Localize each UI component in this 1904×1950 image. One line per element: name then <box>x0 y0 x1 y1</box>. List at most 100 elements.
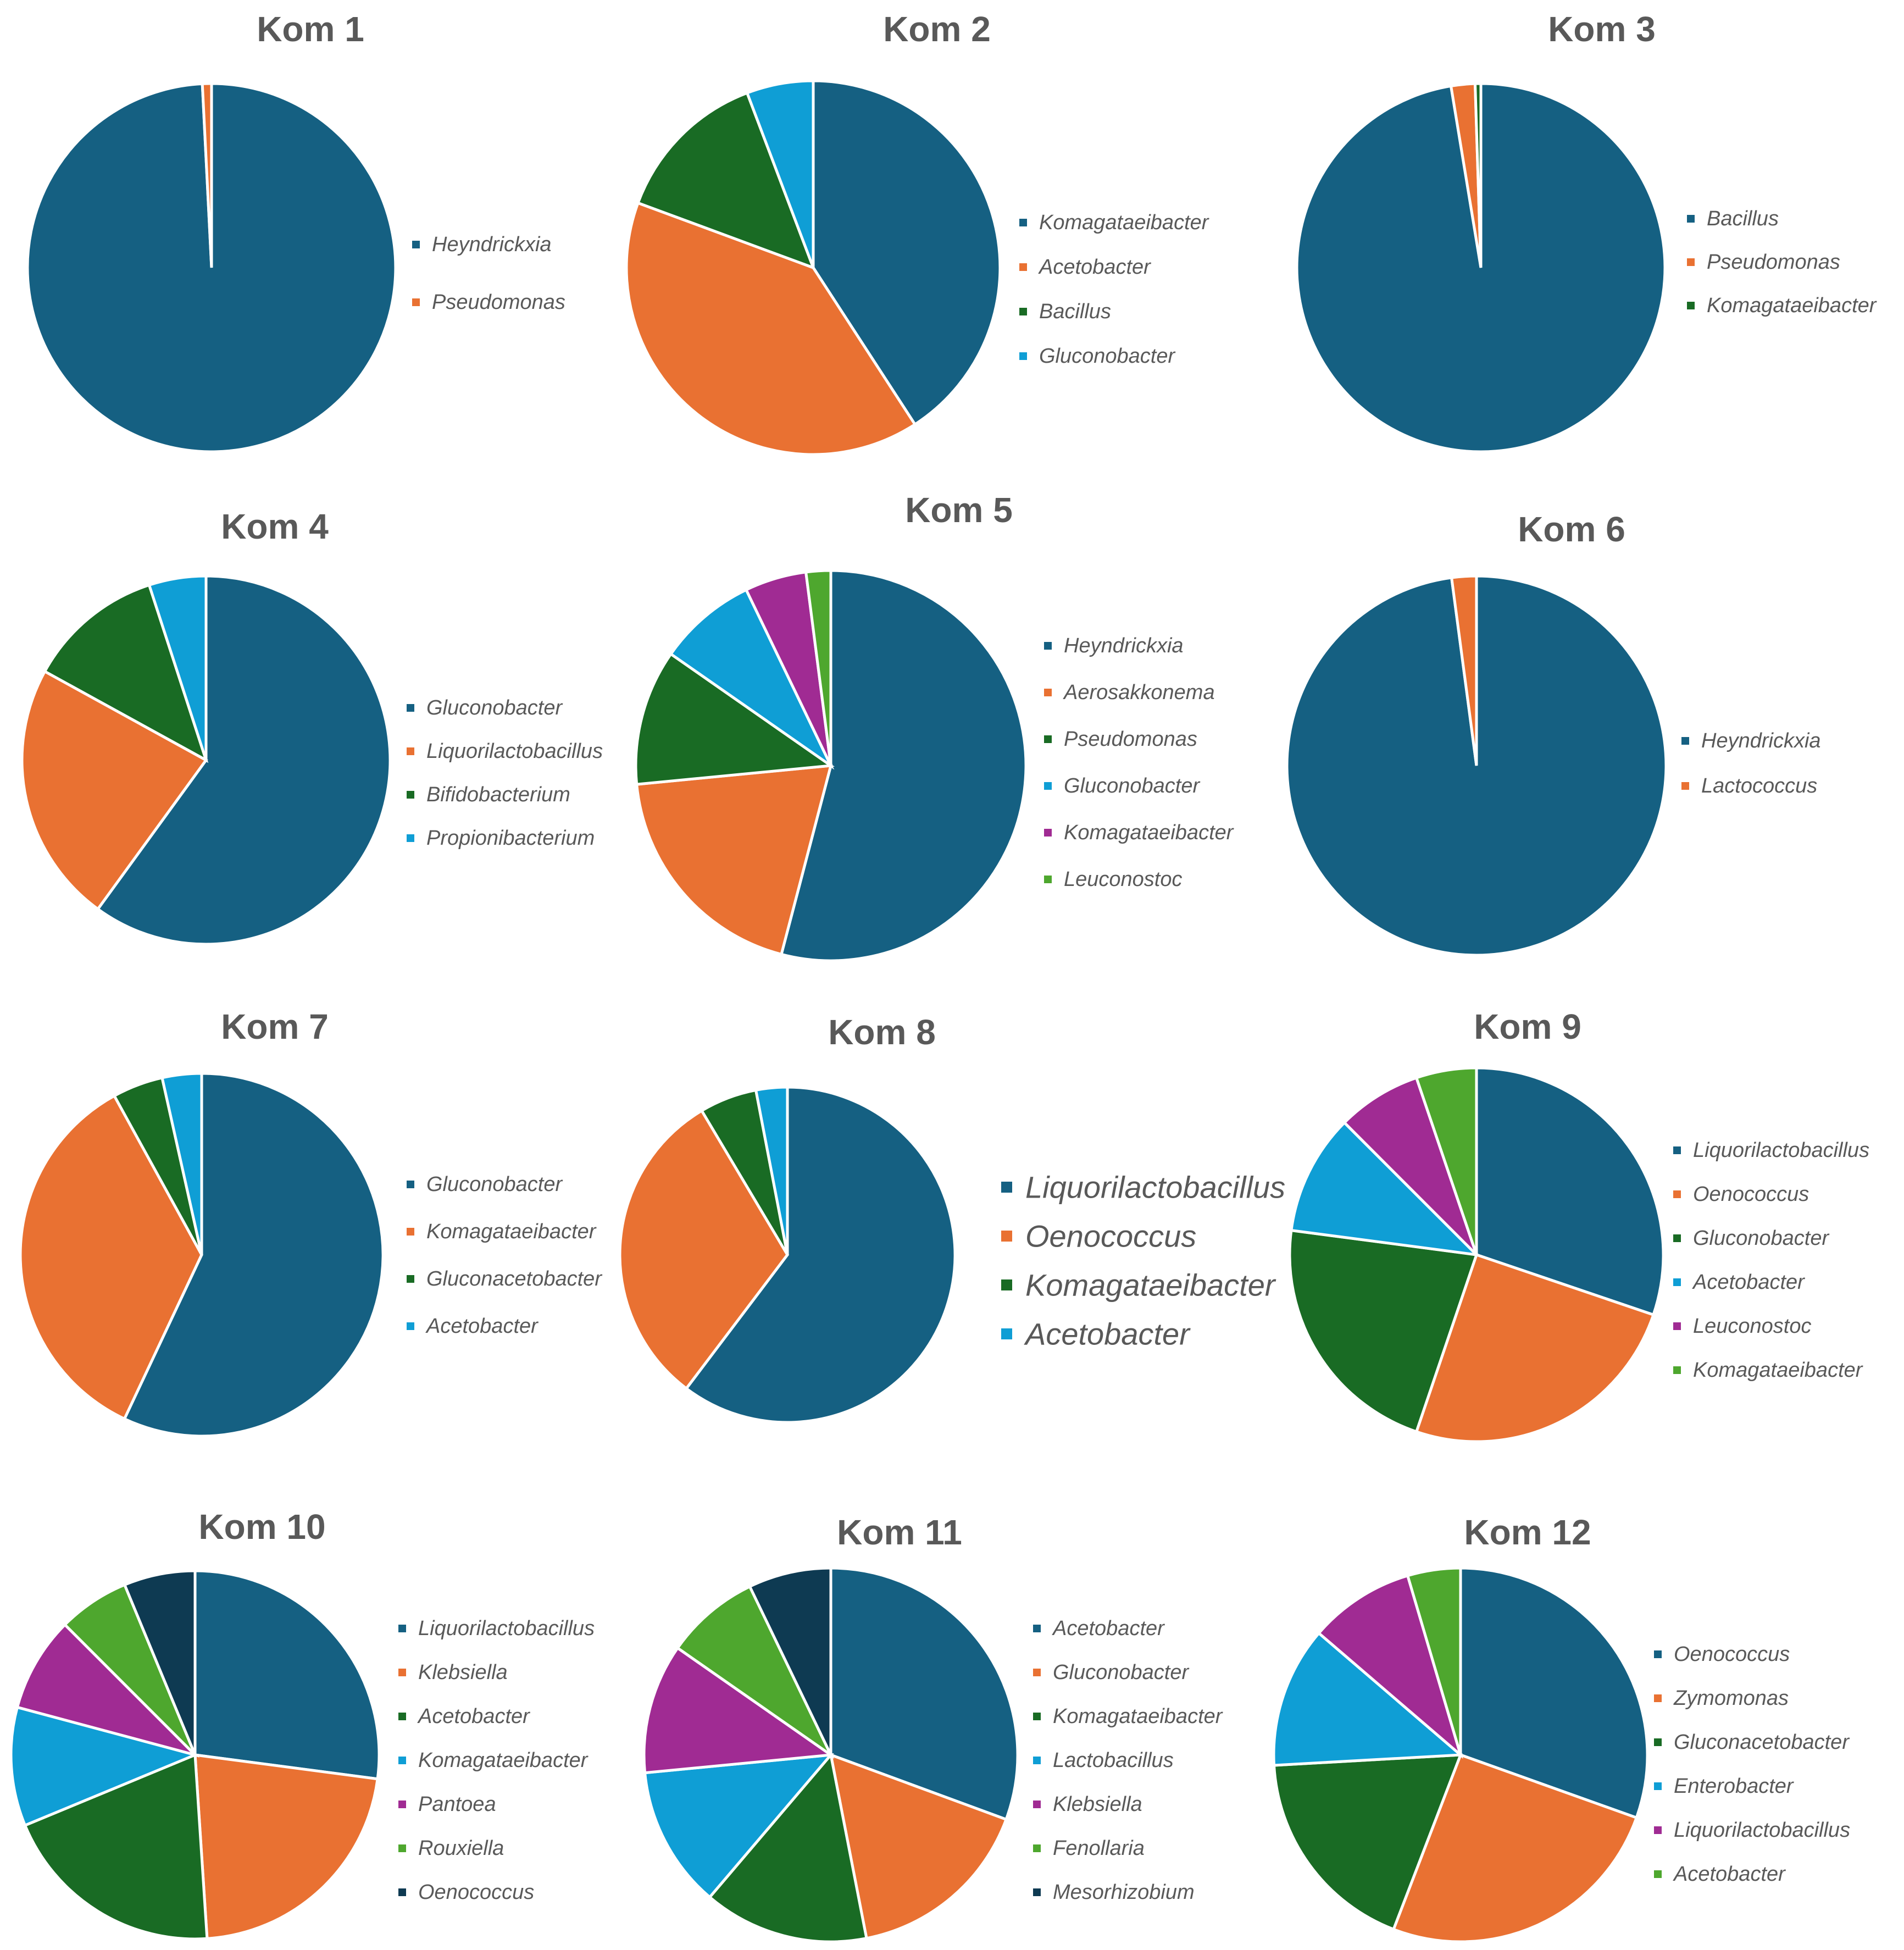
pie-slice-pseudomonas <box>634 652 835 786</box>
legend-marker <box>398 1888 406 1896</box>
legend-label: Fenollaria <box>1053 1837 1145 1860</box>
legend-label: Liquorilactobacillus <box>1025 1170 1285 1205</box>
chart-title: Kom 3 <box>1548 9 1656 49</box>
pie-slice-acetobacter <box>625 201 917 456</box>
legend-label: Acetobacter <box>1038 256 1151 279</box>
pie-slice-oenococcus <box>618 1109 790 1391</box>
legend-marker <box>407 1181 414 1188</box>
legend-marker <box>1044 642 1052 650</box>
legend-marker <box>412 298 420 306</box>
legend-label: Komagataeibacter <box>1039 211 1209 234</box>
legend-marker <box>1044 829 1052 836</box>
chart-title: Kom 9 <box>1474 1007 1581 1046</box>
legend-marker <box>398 1669 406 1676</box>
legend-marker <box>1019 352 1027 360</box>
chart-title: Kom 8 <box>828 1012 936 1052</box>
legend-label: Oenococcus <box>1674 1643 1790 1666</box>
legend-marker <box>1673 1190 1681 1198</box>
legend: Heyndrickxia Lactococcus <box>1681 729 1821 797</box>
legend-label: Acetobacter <box>1024 1317 1191 1351</box>
legend-label: Komagataeibacter <box>418 1749 589 1772</box>
legend-label: Pseudomonas <box>1707 251 1840 274</box>
pie-slice-leuconostoc <box>804 569 832 766</box>
pie-slice-mesorhizobium <box>748 1566 832 1756</box>
legend-label: Komagataeibacter <box>1053 1705 1223 1728</box>
legend-label: Leuconostoc <box>1693 1315 1812 1338</box>
pie-chart-kom-6: Kom 6 Heyndrickxia Lactococcus <box>1285 509 1821 957</box>
legend-label: Gluconobacter <box>426 696 563 719</box>
pie-slice-acetobacter <box>1290 1121 1480 1257</box>
legend-marker <box>1044 876 1052 883</box>
legend-marker <box>1019 263 1027 271</box>
legend-marker <box>1673 1366 1681 1374</box>
pie-slice-liquorilactobacillus <box>1475 1066 1665 1317</box>
legend-label: Acetobacter <box>1673 1863 1786 1886</box>
pie-slice-oenococcus <box>1414 1253 1656 1443</box>
legend: Bacillus Pseudomonas Komagataeibacter <box>1687 207 1877 317</box>
pie-slice-heyndrickxia <box>779 569 1028 962</box>
pie-slice-komagataeibacter <box>1473 82 1483 268</box>
pie-slice-oenococcus <box>123 1569 197 1755</box>
legend-marker <box>1033 1801 1041 1808</box>
legend-label: Klebsiella <box>1053 1793 1142 1816</box>
legend-label: Leuconostoc <box>1064 868 1183 891</box>
legend-label: Komagataeibacter <box>1707 294 1877 317</box>
pie-chart-kom-3: Kom 3 Bacillus Pseudomonas Komagataeibacter <box>1295 9 1877 453</box>
legend-marker <box>1654 1870 1662 1878</box>
chart-title: Kom 12 <box>1464 1513 1591 1552</box>
pie-slice-lactococcus <box>1450 574 1478 766</box>
legend-marker <box>1687 258 1695 266</box>
legend-label: Acetobacter <box>425 1315 539 1338</box>
legend-marker <box>1673 1146 1681 1154</box>
legend-label: Komagataeibacter <box>1064 821 1234 844</box>
legend: Liquorilactobacillus Oenococcus Komagataei… <box>1001 1170 1285 1351</box>
legend-marker <box>398 1713 406 1720</box>
legend-label: Pseudomonas <box>1064 728 1197 751</box>
legend: Gluconobacter Komagataeibacter Gluconaceto… <box>407 1173 602 1338</box>
legend-label: Acetobacter <box>1052 1617 1165 1640</box>
legend-marker <box>407 1322 414 1330</box>
pie-slice-acetobacter <box>23 1753 209 1941</box>
legend-label: Bifidobacterium <box>426 783 570 806</box>
pie-slice-liquorilactobacillus <box>193 1569 381 1781</box>
pie-chart-kom-12: Kom 12 Oenococcus Zymomonas Gluconacetobact… <box>1272 1513 1850 1943</box>
pie-chart-kom-4: Kom 4 Gluconobacter Liquorilactobacillus Bi… <box>20 507 603 946</box>
legend-label: Gluconobacter <box>1693 1227 1829 1250</box>
pie-slice-fenollaria <box>675 1585 835 1759</box>
legend-label: Gluconacetobacter <box>1674 1731 1850 1754</box>
legend-label: Komagataeibacter <box>426 1220 597 1243</box>
pie-chart-kom-10: Kom 10 Liquorilactobacillus Klebsiella Acet… <box>9 1507 595 1941</box>
legend-marker <box>1654 1650 1662 1658</box>
legend-marker <box>1033 1888 1041 1896</box>
pie-slice-komagataeibacter <box>708 1752 868 1943</box>
legend-marker <box>1033 1757 1041 1764</box>
pie-slice-komagataeibacter <box>19 1094 203 1421</box>
legend-label: Acetobacter <box>1692 1271 1805 1294</box>
legend-marker <box>1033 1625 1041 1632</box>
pie-slice-rouxiella <box>63 1583 197 1756</box>
pie-chart-kom-8: Kom 8 Liquorilactobacillus Oenococcus Komag… <box>618 1012 1285 1424</box>
legend-label: Acetobacter <box>417 1705 530 1728</box>
pie-slice-acetobacter <box>160 1072 203 1255</box>
legend-label: Zymomonas <box>1673 1687 1789 1710</box>
legend-marker <box>407 1228 414 1236</box>
legend-marker <box>1044 689 1052 696</box>
legend-marker <box>407 704 414 712</box>
legend-marker <box>1654 1738 1662 1746</box>
pie-slice-aerosakkonema <box>635 764 833 956</box>
legend-label: Pantoea <box>418 1793 496 1816</box>
legend-label: Gluconacetobacter <box>426 1267 602 1290</box>
legend-label: Klebsiella <box>418 1661 508 1684</box>
legend-label: Heyndrickxia <box>432 233 552 256</box>
legend-label: Oenococcus <box>418 1881 534 1904</box>
pie-slice-pseudomonas <box>201 82 213 268</box>
legend-marker <box>1687 215 1695 223</box>
legend-label: Gluconobacter <box>426 1173 563 1196</box>
legend: Acetobacter Gluconobacter Komagataeibacter… <box>1033 1617 1223 1904</box>
chart-title: Kom 5 <box>905 490 1013 530</box>
legend-label: Lactobacillus <box>1053 1749 1174 1772</box>
legend: Heyndrickxia Aerosakkonema Pseudomonas Gluc… <box>1044 634 1234 891</box>
pie-slice-gluconobacter <box>669 588 835 770</box>
legend-label: Bacillus <box>1039 300 1111 323</box>
legend-marker <box>1001 1182 1012 1193</box>
